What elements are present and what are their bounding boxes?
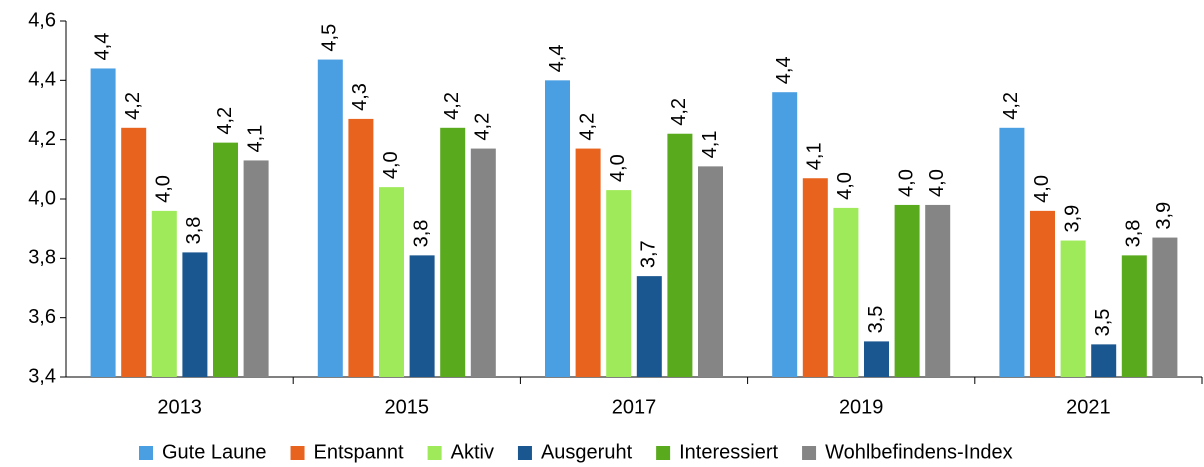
legend-label: Gute Laune <box>162 441 267 463</box>
y-tick-label: 3,6 <box>28 306 56 328</box>
x-tick-label: 2013 <box>157 396 202 418</box>
x-tick-label: 2019 <box>839 396 884 418</box>
value-label: 4,0 <box>1031 175 1053 203</box>
bar <box>379 187 404 377</box>
value-label: 4,1 <box>804 142 826 170</box>
bar <box>1060 240 1086 377</box>
value-label: 4,0 <box>607 154 629 182</box>
value-label: 4,3 <box>349 83 371 111</box>
bar <box>894 204 920 377</box>
value-label: 4,0 <box>834 172 856 200</box>
value-label: 4,0 <box>895 169 917 197</box>
value-label: 3,5 <box>865 306 887 334</box>
bar <box>243 160 269 377</box>
x-tick-label: 2021 <box>1066 396 1111 418</box>
bar <box>864 341 889 377</box>
value-label: 4,2 <box>122 92 144 120</box>
value-label: 4,0 <box>153 175 175 203</box>
y-tick-label: 4,2 <box>28 128 56 150</box>
bar <box>440 127 466 377</box>
value-label: 4,1 <box>699 131 721 159</box>
bar <box>545 80 570 377</box>
legend-swatch <box>139 446 153 460</box>
value-label: 4,2 <box>472 113 494 141</box>
bar <box>151 210 177 377</box>
bar <box>925 204 951 377</box>
value-label: 4,4 <box>546 45 568 73</box>
bar <box>409 255 435 377</box>
bar <box>1030 210 1055 377</box>
value-label: 4,0 <box>926 169 948 197</box>
bar <box>698 166 723 377</box>
y-tick-label: 3,4 <box>28 365 56 387</box>
y-tick-label: 4,4 <box>28 69 56 91</box>
value-label: 3,9 <box>1061 205 1083 233</box>
value-label: 4,2 <box>441 92 463 120</box>
legend-label: Interessiert <box>679 441 778 463</box>
bar <box>636 276 662 377</box>
y-tick-label: 4,0 <box>28 187 56 209</box>
value-label: 4,2 <box>668 98 690 126</box>
legend-label: Aktiv <box>451 441 494 463</box>
bar <box>213 142 238 377</box>
legend-label: Entspannt <box>314 441 405 463</box>
value-label: 4,0 <box>380 151 402 179</box>
bar <box>802 178 828 377</box>
x-tick-label: 2017 <box>612 396 657 418</box>
value-label: 3,5 <box>1092 309 1114 337</box>
legend-swatch <box>427 446 442 460</box>
value-label: 4,4 <box>773 56 795 84</box>
bar <box>999 127 1025 377</box>
value-label: 3,9 <box>1153 202 1175 230</box>
y-tick-label: 4,6 <box>28 9 56 31</box>
value-label: 4,5 <box>319 24 341 52</box>
y-tick-label: 3,8 <box>28 247 56 269</box>
bar <box>182 252 208 377</box>
bar <box>470 148 496 377</box>
bar <box>772 92 798 377</box>
value-label: 3,8 <box>183 217 205 245</box>
value-label: 4,4 <box>91 33 113 61</box>
bar <box>317 59 343 378</box>
bar <box>90 68 116 377</box>
x-tick-label: 2015 <box>385 396 430 418</box>
bar <box>606 190 632 377</box>
bar <box>348 118 374 378</box>
bar <box>575 148 601 377</box>
value-label: 3,7 <box>638 240 660 268</box>
value-label: 4,2 <box>1000 92 1022 120</box>
legend-swatch <box>802 446 817 460</box>
bar <box>1121 255 1147 377</box>
bar <box>1152 237 1178 377</box>
legend-swatch <box>656 446 671 460</box>
legend-label: Ausgeruht <box>541 441 633 463</box>
bar <box>667 133 693 377</box>
legend-swatch <box>290 446 305 460</box>
value-label: 4,1 <box>244 125 266 153</box>
value-label: 4,2 <box>576 113 598 141</box>
bar <box>121 127 147 377</box>
value-label: 3,8 <box>410 220 432 248</box>
value-label: 3,8 <box>1123 220 1145 248</box>
legend-label: Wohlbefindens-Index <box>825 441 1013 463</box>
bar <box>1091 344 1117 377</box>
value-label: 4,2 <box>214 107 236 135</box>
bar <box>833 207 859 377</box>
legend-swatch <box>517 446 532 460</box>
